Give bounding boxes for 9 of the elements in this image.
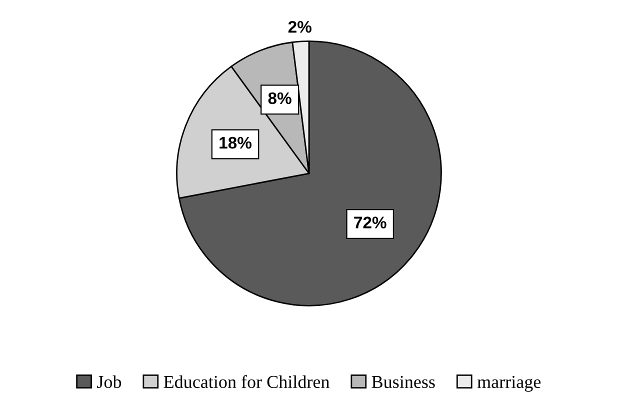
legend-label: marriage	[477, 376, 541, 392]
data-label: 2%	[288, 20, 312, 33]
data-label: 18%	[220, 136, 252, 149]
legend-label: Education for Children	[164, 375, 330, 388]
legend-label: Business	[372, 376, 435, 388]
pie-slice	[178, 40, 442, 306]
data-label: 72%	[354, 216, 386, 228]
legend-label: Job	[97, 375, 122, 388]
data-label: 8%	[268, 92, 292, 104]
